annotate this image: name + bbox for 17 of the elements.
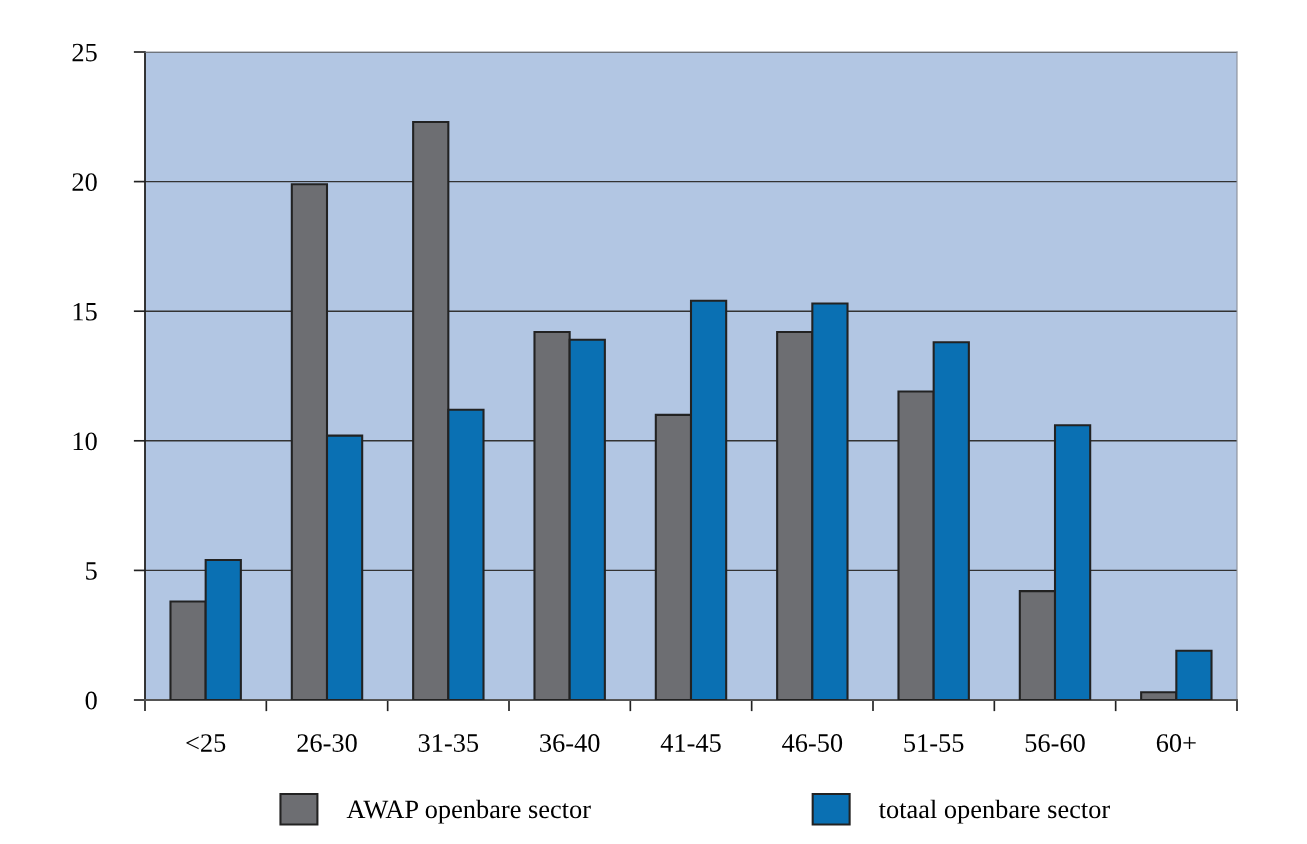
y-tick-label: 10 [73,432,97,451]
y-tick-label: 5 [86,562,97,580]
x-tick-label: 60+ [1156,734,1196,752]
x-tick-label: <25 [186,734,226,752]
x-tick-label: 51-55 [904,734,964,752]
legend-label: totaal openbare sector [878,799,1110,824]
x-tick-label: 41-45 [660,734,721,752]
y-tick-label: 0 [85,691,97,710]
y-tick-label: 20 [72,173,97,192]
y-tick-label: 15 [73,302,97,321]
legend-label: AWAP openbare sector [346,799,591,824]
x-tick-label: 31-35 [418,734,479,752]
y-tick-label: 25 [72,43,97,62]
x-tick-label: 56-60 [1025,734,1085,752]
x-tick-label: 26-30 [297,734,357,752]
x-tick-label: 46-50 [782,734,843,752]
x-tick-label: 36-40 [540,734,600,752]
